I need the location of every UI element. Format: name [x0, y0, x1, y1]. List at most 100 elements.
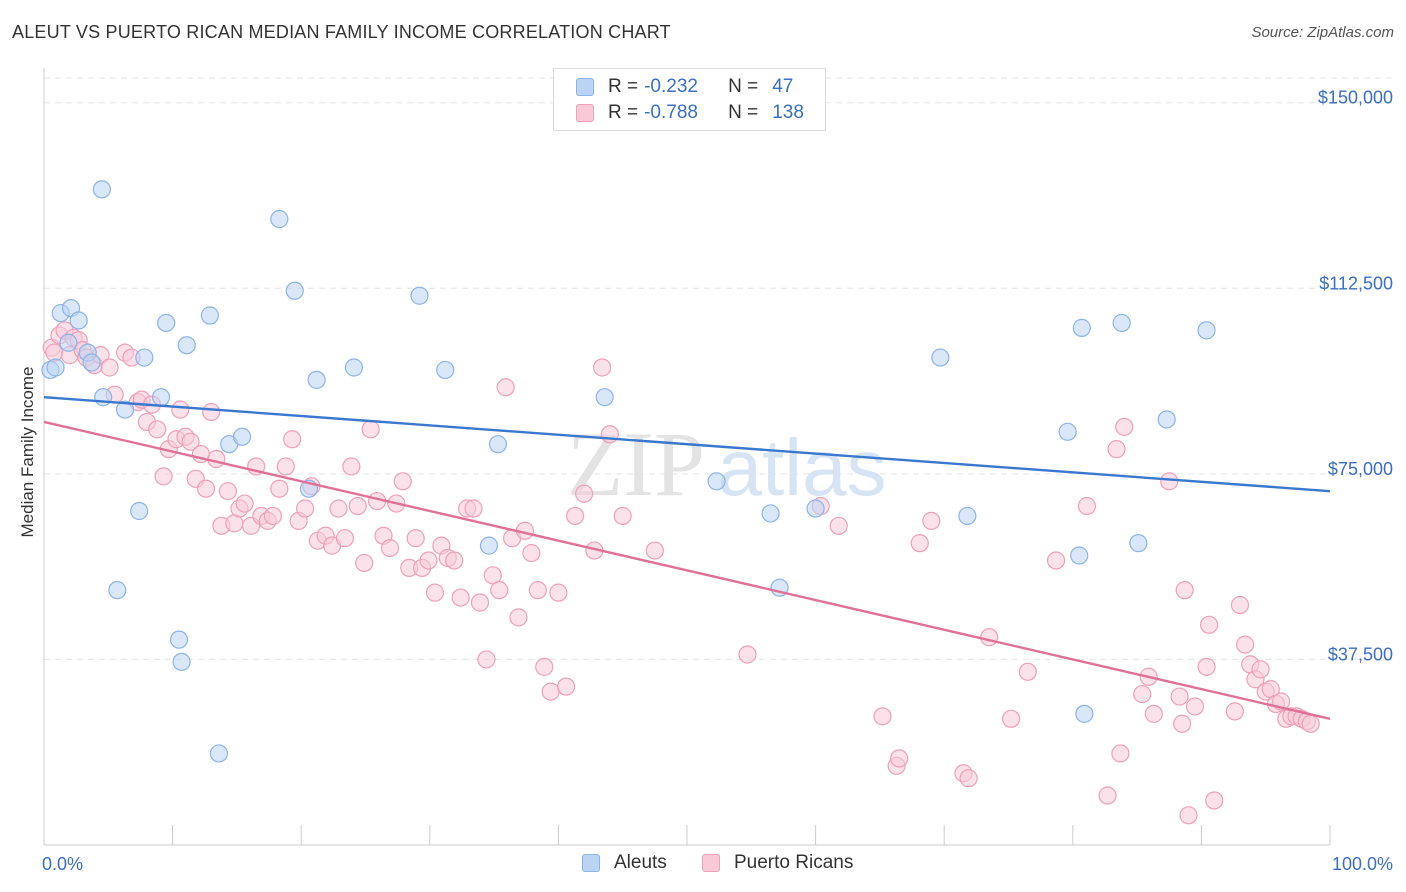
point-puerto-rican [154, 467, 173, 486]
point-aleut [135, 348, 154, 367]
point-puerto-rican [1200, 615, 1219, 634]
point-puerto-rican [361, 420, 380, 439]
point-puerto-rican [295, 499, 315, 518]
trendline-puerto-ricans [43, 420, 1331, 720]
point-aleut [82, 353, 101, 372]
point-puerto-rican [218, 482, 237, 501]
point-puerto-rican [575, 484, 594, 503]
point-aleut [307, 370, 326, 389]
point-aleut [488, 435, 508, 454]
point-aleut [1075, 704, 1094, 723]
point-puerto-rican [1077, 496, 1097, 516]
point-puerto-rican [171, 400, 190, 419]
point-aleut [410, 286, 429, 305]
point-aleut [59, 333, 78, 352]
point-aleut [285, 281, 304, 300]
x-tick-label-max: 100.0% [1332, 854, 1393, 874]
point-puerto-rican [207, 449, 226, 469]
point-aleut [707, 472, 726, 491]
legend-swatch-puerto-ricans [576, 104, 594, 122]
point-puerto-rican [148, 420, 167, 439]
point-puerto-rican [380, 538, 400, 558]
point-puerto-rican [980, 628, 999, 647]
point-puerto-rican [738, 645, 757, 664]
y-tick-label: $75,000 [1328, 459, 1393, 479]
legend-swatch-aleuts [576, 78, 594, 96]
point-aleut [209, 744, 228, 763]
point-puerto-rican [1230, 595, 1250, 615]
series-legend-label-aleuts: Aleuts [614, 852, 667, 873]
point-puerto-rican [1115, 417, 1134, 436]
point-puerto-rican [1179, 806, 1198, 825]
point-aleut [931, 348, 950, 367]
correlation-legend: R = -0.232 N = 47 R = -0.788 N = 138 [553, 68, 826, 131]
point-puerto-rican [1046, 551, 1066, 570]
legend-n-value: 138 [772, 102, 804, 123]
point-puerto-rican [276, 457, 295, 476]
point-puerto-rican [100, 358, 119, 377]
point-puerto-rican [464, 499, 483, 518]
point-puerto-rican [1170, 687, 1189, 706]
point-aleut [270, 209, 289, 229]
point-aleut [344, 358, 364, 377]
point-puerto-rican [445, 551, 464, 570]
point-aleut [436, 360, 455, 380]
series-legend-swatch-aleuts [582, 854, 600, 872]
point-aleut [130, 501, 149, 521]
source-label: Source: ZipAtlas.com [1251, 24, 1394, 41]
watermark: ZIP atlas [567, 413, 886, 515]
point-puerto-rican [1160, 472, 1179, 491]
grid-lines [44, 77, 1392, 660]
point-puerto-rican [1175, 581, 1194, 600]
series-legend-label-puerto-ricans: Puerto Ricans [734, 852, 854, 873]
chart-title: ALEUT VS PUERTO RICAN MEDIAN FAMILY INCO… [12, 22, 671, 42]
point-aleut [1157, 410, 1176, 429]
point-puerto-rican [1001, 709, 1021, 728]
point-aleut [1197, 321, 1216, 340]
y-tick-labels: $37,500 $75,000 $112,500 $150,000 [1318, 88, 1393, 665]
y-tick-label: $37,500 [1328, 644, 1393, 664]
point-puerto-rican [393, 472, 412, 491]
point-puerto-rican [1236, 635, 1255, 654]
legend-r-label: R = [608, 76, 639, 97]
point-aleut [172, 652, 191, 672]
point-aleut [46, 358, 65, 377]
point-aleut [232, 427, 252, 446]
point-puerto-rican [1133, 684, 1152, 704]
point-puerto-rican [829, 516, 848, 535]
legend-r-label: R = [608, 102, 639, 123]
point-puerto-rican [593, 358, 612, 377]
point-aleut [200, 306, 219, 325]
point-aleut [595, 388, 614, 407]
point-aleut [151, 388, 171, 407]
trendline-aleuts [43, 395, 1331, 493]
axes [43, 68, 1331, 846]
point-aleut [177, 336, 196, 355]
point-puerto-rican [342, 457, 361, 476]
point-puerto-rican [1225, 702, 1244, 721]
point-puerto-rican [522, 543, 541, 563]
point-aleut [115, 400, 135, 419]
point-puerto-rican [1107, 440, 1126, 459]
point-aleut [1129, 534, 1148, 553]
point-puerto-rican [1185, 697, 1205, 716]
point-puerto-rican [451, 588, 470, 607]
point-puerto-rican [1251, 660, 1270, 679]
point-puerto-rican [419, 551, 438, 570]
legend-n-value: 47 [772, 76, 794, 97]
legend-row-puerto-ricans: R = -0.788 N = 138 [576, 101, 804, 125]
point-puerto-rican [645, 541, 664, 560]
point-puerto-rican [873, 707, 892, 726]
point-puerto-rican [1144, 704, 1163, 723]
y-tick-label: $150,000 [1318, 88, 1393, 108]
point-puerto-rican [1098, 786, 1117, 805]
series-legend-swatch-puerto-ricans [702, 854, 720, 872]
point-puerto-rican [329, 499, 348, 518]
point-puerto-rican [910, 534, 929, 553]
point-puerto-rican [509, 608, 528, 627]
series-legend: Aleuts Puerto Ricans [0, 852, 1406, 878]
point-puerto-rican [1197, 657, 1216, 676]
point-puerto-rican [335, 529, 355, 548]
point-puerto-rican [535, 657, 554, 676]
